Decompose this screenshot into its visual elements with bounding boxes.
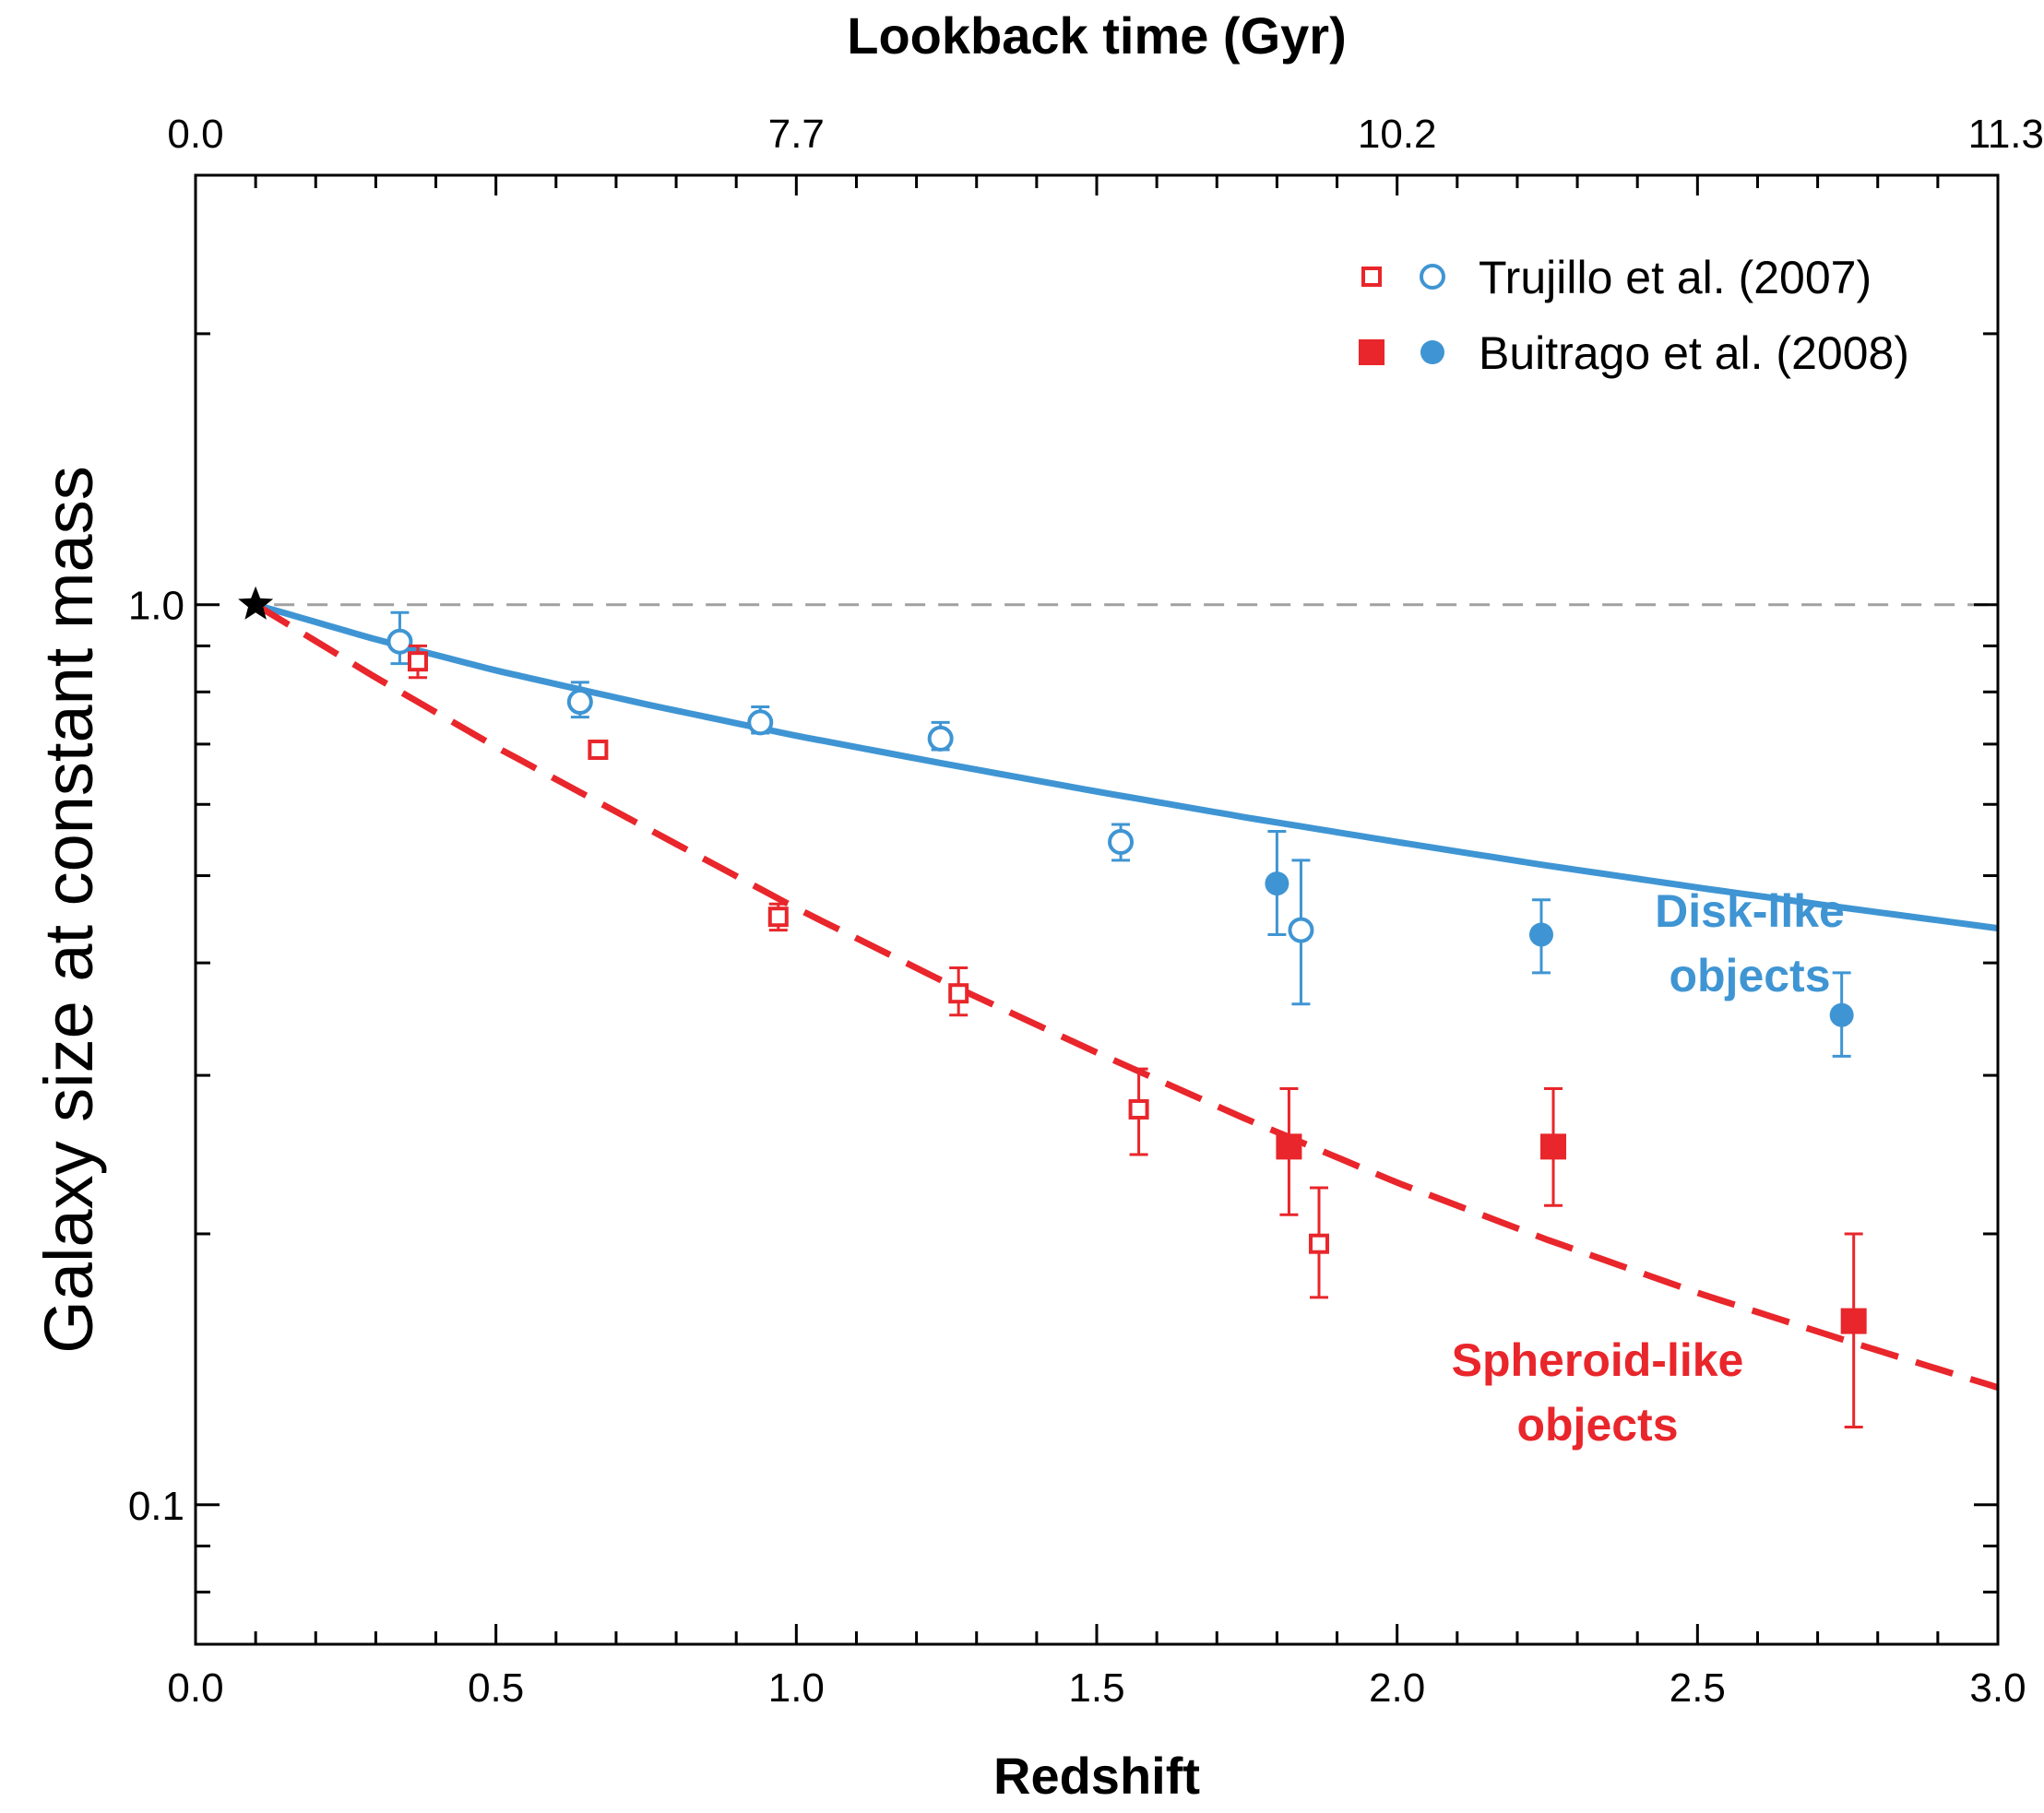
legend: Trujillo et al. (2007) Buitrago et al. (… (1359, 252, 1909, 379)
point-disk-trujillo-1 (566, 681, 593, 719)
point-disk-trujillo-5 (1288, 859, 1314, 1006)
point-spheroid-buitrago-2 (1840, 1232, 1867, 1429)
point-disk-trujillo-4 (1108, 823, 1135, 862)
marker-filled-square (1540, 1133, 1567, 1160)
x-tick-label: 1.0 (768, 1665, 825, 1711)
legend-markers-trujillo (1361, 264, 1445, 290)
legend-label-trujillo: Trujillo et al. (2007) (1479, 252, 1872, 303)
legend-open-circle-icon (1420, 264, 1445, 290)
data-points (238, 586, 1867, 1429)
legend-label-buitrago: Buitrago et al. (2008) (1479, 327, 1909, 379)
point-spheroid-trujillo-1 (588, 740, 609, 761)
disk-label-line-2: objects (1669, 950, 1830, 1001)
marker-open-square (1308, 1233, 1329, 1254)
marker-open-circle (1288, 917, 1314, 943)
top-tick-label: 10.2 (1358, 112, 1437, 157)
marker-filled-circle (1528, 922, 1553, 947)
fit-curve-spheroid (254, 601, 2000, 1391)
point-spheroid-trujillo-4 (1128, 1067, 1149, 1156)
marker-filled-square (1840, 1308, 1867, 1334)
legend-open-square-icon (1361, 267, 1382, 287)
top-axis-title: Lookback time (Gyr) (847, 6, 1346, 65)
reference-star-icon (238, 586, 274, 620)
y-tick-label: 1.0 (128, 584, 184, 629)
marker-open-circle (1108, 829, 1135, 856)
marker-filled-square (1276, 1133, 1302, 1160)
disk-label-line-1: Disk-like (1655, 885, 1845, 937)
y-axis-title: Galaxy size at constant mass (30, 466, 107, 1353)
point-spheroid-trujillo-5 (1308, 1186, 1329, 1299)
x-tick-label: 0.0 (167, 1665, 223, 1711)
plot-frame (194, 173, 2000, 1646)
legend-filled-square-icon (1359, 339, 1384, 365)
point-disk-buitrago-2 (1829, 971, 1854, 1058)
legend-filled-circle-icon (1420, 340, 1444, 364)
point-disk-trujillo-0 (386, 610, 413, 666)
x-tick-label: 1.5 (1068, 1665, 1124, 1711)
marker-open-circle (747, 709, 774, 736)
point-disk-trujillo-2 (747, 705, 774, 736)
point-disk-trujillo-3 (927, 720, 954, 752)
marker-filled-circle (1829, 1002, 1854, 1027)
fit-curves (254, 601, 2000, 1391)
point-disk-buitrago-0 (1265, 830, 1289, 936)
marker-open-square (767, 906, 789, 928)
point-spheroid-trujillo-2 (767, 902, 789, 932)
marker-open-circle (927, 725, 954, 752)
marker-open-square (588, 740, 609, 761)
top-tick-label: 0.0 (167, 112, 223, 157)
marker-open-square (407, 651, 428, 672)
legend-markers-buitrago (1359, 339, 1444, 365)
x-tick-label: 2.5 (1670, 1665, 1726, 1711)
marker-open-circle (386, 628, 413, 655)
spheroid-label-line-2: objects (1516, 1399, 1678, 1451)
point-disk-buitrago-1 (1528, 898, 1553, 975)
marker-filled-circle (1265, 871, 1289, 896)
point-spheroid-buitrago-1 (1540, 1086, 1567, 1207)
x-tick-label: 2.0 (1369, 1665, 1425, 1711)
x-tick-label: 3.0 (1969, 1665, 2026, 1711)
point-spheroid-trujillo-3 (948, 966, 969, 1017)
x-tick-label: 0.5 (468, 1665, 524, 1711)
top-tick-label: 7.7 (768, 112, 825, 157)
y-tick-label: 0.1 (128, 1484, 184, 1529)
fit-curve-disk (255, 601, 1999, 932)
point-spheroid-buitrago-0 (1276, 1086, 1302, 1216)
point-spheroid-trujillo-0 (407, 644, 428, 680)
top-tick-label: 11.3 (1968, 112, 2044, 157)
marker-open-square (948, 983, 969, 1004)
tick-labels: 0.0 0.5 1.0 1.5 2.0 2.5 3.0 0.0 7.7 10.2 11.3 0.1 1.… (128, 112, 2044, 1711)
x-axis-title: Redshift (993, 1747, 1200, 1805)
spheroid-label-line-1: Spheroid-like (1452, 1334, 1744, 1386)
marker-open-square (1128, 1098, 1149, 1120)
marker-open-circle (566, 689, 593, 716)
